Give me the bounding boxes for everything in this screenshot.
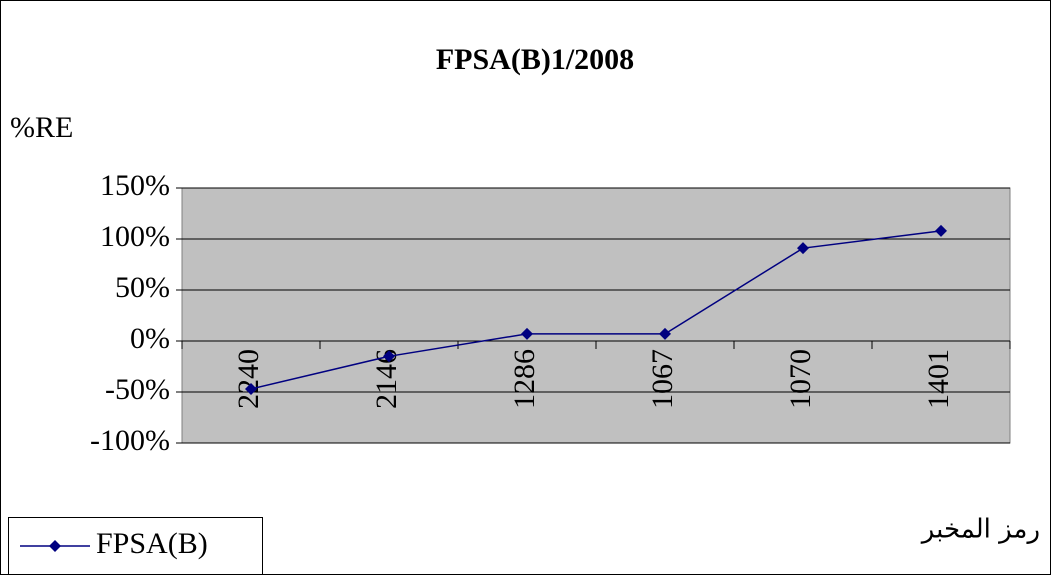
data-point: [935, 224, 947, 237]
y-tick-label: -50%: [105, 373, 170, 406]
series-line: [250, 230, 942, 390]
data-point: [659, 327, 671, 340]
legend-marker: [49, 540, 61, 552]
y-tick-label: 100%: [100, 220, 170, 253]
x-tick-label: 1401: [922, 349, 955, 409]
y-tick-label: 0%: [130, 322, 170, 355]
y-axis-label: %RE: [10, 111, 73, 144]
data-point: [797, 242, 809, 255]
chart-title: FPSA(B)1/2008: [436, 43, 634, 76]
data-point: [521, 327, 533, 340]
y-tick-label: 150%: [100, 169, 170, 202]
x-tick-label: 1070: [784, 349, 817, 409]
data-point: [383, 350, 395, 363]
y-tick-label: -100%: [90, 424, 170, 457]
x-tick-label: 1067: [646, 349, 679, 409]
data-point: [245, 382, 257, 395]
y-tick-label: 50%: [115, 271, 170, 304]
x-tick-label: 2240: [232, 349, 265, 409]
x-axis-label: رمز المخبر: [920, 515, 1040, 545]
plot-background: [181, 187, 1011, 444]
legend-label: FPSA(B): [96, 527, 208, 560]
x-tick-label: 1286: [508, 349, 541, 409]
